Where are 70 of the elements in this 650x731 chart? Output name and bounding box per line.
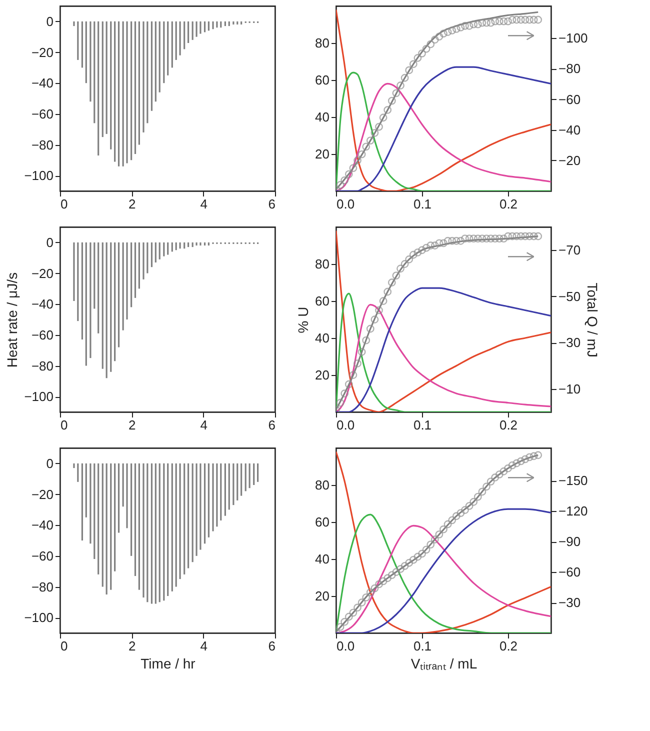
y-axis-title: Heat rate / μJ/s: [4, 272, 20, 368]
y-tick-label: 60: [315, 72, 330, 88]
x-tick-label: 0.1: [413, 196, 432, 212]
y-tick-label: −80: [31, 579, 54, 594]
y-tick-label: 80: [315, 256, 330, 272]
x-axis-title: Time / hr: [140, 656, 196, 672]
y2-tick-label: −10: [558, 381, 581, 396]
y-tick-label: 80: [315, 478, 330, 492]
y-tick-label: −100: [24, 610, 54, 626]
y2-tick-label: −20: [558, 152, 581, 168]
y2-tick-label: −70: [558, 242, 581, 258]
x-tick-label: 4: [200, 196, 208, 212]
y-tick-label: −60: [31, 548, 54, 564]
y2-tick-label: −100: [558, 30, 588, 46]
y2-tick-label: −90: [558, 534, 581, 550]
y-tick-label: −80: [31, 358, 54, 374]
y-axis-title: % U: [295, 306, 312, 334]
y-tick-label: −60: [31, 327, 54, 342]
x-tick-label: 0.2: [499, 638, 518, 654]
y2-tick-label: −60: [558, 564, 581, 580]
y-tick-label: 0: [46, 456, 54, 471]
y2-tick-label: −80: [558, 61, 581, 76]
y2-tick-label: −60: [558, 92, 581, 107]
x-tick-label: 0: [60, 196, 68, 212]
x-tick-label: 0.0: [336, 638, 355, 654]
y-tick-label: 80: [315, 36, 330, 50]
x-tick-label: 0.2: [499, 196, 518, 212]
y-tick-label: −100: [24, 168, 54, 184]
x-tick-label: 0: [60, 418, 68, 432]
x-tick-label: 2: [128, 196, 136, 212]
x-tick-label: 0.0: [336, 196, 355, 212]
x-tick-label: 4: [200, 418, 208, 432]
y-tick-label: 20: [315, 588, 330, 604]
y-tick-label: 0: [46, 14, 54, 29]
y-tick-label: 40: [315, 552, 330, 566]
x-tick-label: 0.2: [499, 418, 518, 432]
y2-tick-label: −50: [558, 288, 581, 304]
y2-tick-label: −120: [558, 504, 588, 519]
y-tick-label: −40: [31, 296, 54, 312]
x-tick-label: 0.1: [413, 418, 432, 432]
y2-tick-label: −30: [558, 595, 581, 610]
x-axis-title: Vₜᵢₜᵣₐₙₜ / mL: [410, 656, 478, 672]
x-tick-label: 4: [200, 638, 208, 654]
y2-tick-label: −40: [558, 122, 581, 138]
x-tick-label: 6: [268, 638, 276, 654]
y2-axis-title: Total Q / mJ: [584, 282, 601, 358]
x-tick-label: 2: [128, 418, 136, 432]
y-tick-label: −60: [31, 106, 54, 122]
y-tick-label: −80: [31, 137, 54, 152]
y2-tick-label: −30: [558, 335, 581, 350]
x-tick-label: 6: [268, 418, 276, 432]
y-tick-label: 40: [315, 330, 330, 346]
y-tick-label: −40: [31, 76, 54, 91]
y-tick-label: 60: [315, 514, 330, 530]
x-tick-label: 0.1: [413, 638, 432, 654]
y-tick-label: −20: [31, 486, 54, 502]
y2-tick-label: −150: [558, 473, 588, 488]
y-tick-label: 0: [46, 234, 54, 250]
x-tick-label: 2: [128, 638, 136, 654]
y-tick-label: 40: [315, 110, 330, 124]
x-tick-label: 0: [60, 638, 68, 654]
y-tick-label: −20: [31, 44, 54, 60]
y-tick-label: −20: [31, 266, 54, 281]
y-tick-label: 60: [315, 294, 330, 308]
y-tick-label: 20: [315, 146, 330, 162]
x-tick-label: 6: [268, 196, 276, 212]
y-tick-label: −40: [31, 518, 54, 533]
x-tick-label: 0.0: [336, 418, 355, 432]
y-tick-label: −100: [24, 389, 54, 404]
y-tick-label: 20: [315, 368, 330, 382]
